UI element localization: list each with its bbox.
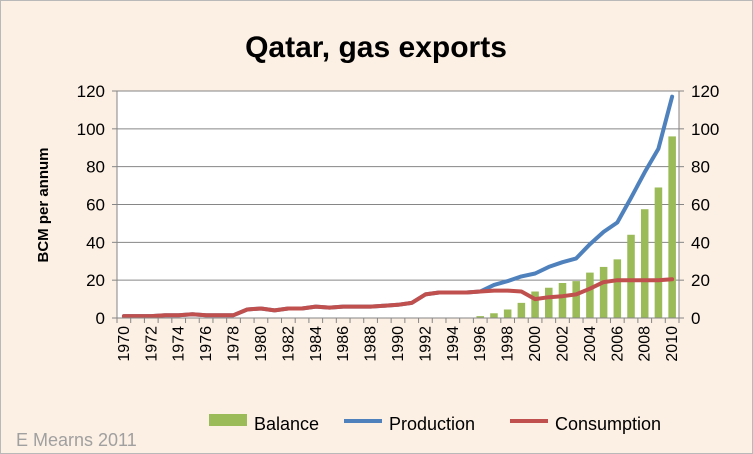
x-tick-label: 1976 (198, 326, 215, 362)
right-y-ticks: 0 20 40 60 80 100 120 (691, 82, 719, 328)
balance-bar (490, 313, 498, 318)
balance-bar (503, 309, 512, 318)
balance-bars (476, 136, 676, 318)
y-tick-label-right: 0 (691, 309, 700, 328)
balance-bar (531, 291, 539, 318)
y-tick-label-left: 60 (86, 196, 105, 215)
chart-title: Qatar, gas exports (245, 31, 507, 64)
gridlines (117, 90, 679, 281)
x-tick-label: 1996 (472, 326, 489, 362)
legend-swatch-balance (209, 414, 247, 426)
x-ticks: 1970 1972 1974 1976 1978 1980 1982 1984 1986 1988… (116, 326, 681, 362)
left-y-ticks: 0 20 40 60 80 100 120 (77, 82, 105, 328)
x-tick-label: 2004 (582, 326, 599, 362)
x-tick-label: 1972 (143, 326, 160, 362)
x-tick-label: 2010 (664, 326, 681, 362)
x-tick-label: 1986 (335, 326, 352, 362)
y-tick-label-right: 100 (691, 120, 719, 139)
x-tick-label: 1998 (500, 326, 517, 362)
balance-bar (476, 316, 485, 318)
balance-bar (599, 266, 608, 318)
y-tick-label-left: 20 (86, 271, 105, 290)
x-tick-label: 2006 (609, 326, 626, 362)
balance-bar (654, 187, 663, 318)
y-tick-label-left: 120 (77, 82, 105, 101)
y-axis-label: BCM per annum (35, 147, 52, 262)
x-tick-label: 1970 (116, 326, 133, 362)
balance-bar (586, 272, 594, 318)
balance-bar (668, 136, 676, 318)
y-tick-label-left: 40 (86, 233, 105, 252)
balance-bar (572, 281, 580, 318)
x-tick-label: 1988 (363, 326, 380, 362)
x-tick-label: 1980 (253, 326, 270, 362)
x-tick-label: 1994 (445, 326, 462, 362)
y-tick-label-left: 100 (77, 120, 105, 139)
balance-bar (613, 259, 622, 318)
axes (112, 90, 684, 323)
x-tick-label: 1990 (390, 326, 407, 362)
x-tick-label: 1978 (226, 326, 243, 362)
consumption-line (121, 277, 675, 319)
x-tick-label: 1984 (308, 326, 325, 362)
y-tick-label-left: 0 (96, 309, 105, 328)
y-tick-label-right: 20 (691, 271, 710, 290)
y-tick-label-right: 120 (691, 82, 719, 101)
credit-text: E Mearns 2011 (16, 430, 137, 450)
lines (121, 94, 675, 319)
y-tick-label-right: 40 (691, 233, 710, 252)
x-tick-label: 2002 (554, 326, 571, 362)
x-tick-label: 1982 (280, 326, 297, 362)
legend-label-balance: Balance (254, 414, 319, 434)
x-tick-label: 2008 (637, 326, 654, 362)
y-tick-label-right: 80 (691, 158, 710, 177)
x-tick-label: 1974 (171, 326, 188, 362)
y-tick-label-right: 60 (691, 196, 710, 215)
x-tick-label: 2000 (527, 326, 544, 362)
balance-bar (640, 209, 649, 318)
y-tick-label-left: 80 (86, 158, 105, 177)
legend: Balance Production Consumption (209, 414, 661, 434)
balance-bar (545, 287, 553, 318)
legend-label-production: Production (389, 414, 475, 434)
balance-bar (517, 302, 526, 318)
balance-bar (558, 283, 567, 318)
x-tick-label: 1992 (417, 326, 434, 362)
balance-bar (627, 234, 635, 318)
legend-label-consumption: Consumption (555, 414, 661, 434)
